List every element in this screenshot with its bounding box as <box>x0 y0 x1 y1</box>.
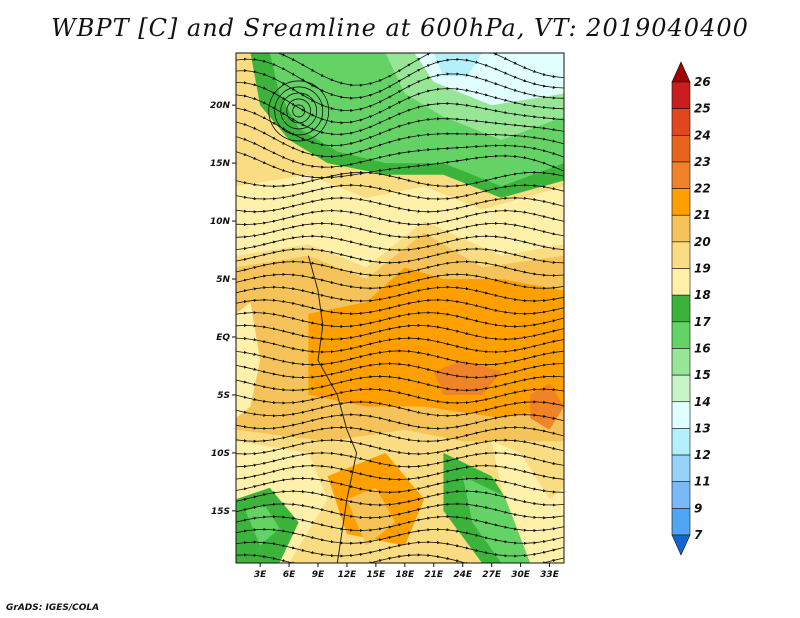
colorbar-label: 16 <box>694 341 711 355</box>
colorbar-label: 17 <box>694 315 711 329</box>
grads-credit: GrADS: IGES/COLA <box>6 603 100 613</box>
colorbar-swatch <box>671 454 691 483</box>
streamline <box>236 502 564 520</box>
y-tick-label: 15S <box>211 507 230 517</box>
colorbar-label: 20 <box>694 235 711 249</box>
x-tick-label: 6E <box>283 570 296 580</box>
colorbar-label: 22 <box>694 182 711 196</box>
colorbar-swatch <box>671 428 691 456</box>
x-tick-label: 30E <box>511 570 531 580</box>
streamline <box>236 196 564 214</box>
streamline <box>236 272 564 290</box>
chart-title: WBPT [C] and Sreamline at 600hPa, VT: 20… <box>51 14 749 42</box>
colorbar-label: 9 <box>694 501 702 515</box>
colorbar-cap-top <box>671 61 691 83</box>
y-tick-label: 15N <box>210 159 231 169</box>
colorbar-swatch <box>671 481 691 509</box>
colorbar-swatch <box>671 294 691 323</box>
y-tick-label: 10S <box>211 449 230 459</box>
colorbar-swatch <box>671 374 691 403</box>
colorbar-swatch <box>671 321 691 349</box>
y-tick-label: 5N <box>216 275 230 285</box>
x-tick-label: 15E <box>367 570 387 580</box>
y-tick-label: 20N <box>210 101 231 111</box>
colorbar-swatch <box>671 508 691 536</box>
streamline-vortex <box>292 104 306 118</box>
colorbar-label: 14 <box>694 395 711 409</box>
colorbar-label: 13 <box>694 421 711 435</box>
colorbar-swatch <box>671 401 691 429</box>
streamline <box>236 183 564 201</box>
streamlines <box>236 53 564 563</box>
streamline-vortex <box>280 92 318 130</box>
colorbar-swatch <box>671 268 691 296</box>
colorbar-label: 11 <box>694 475 711 489</box>
colorbar-label: 23 <box>694 155 711 169</box>
colorbar-label: 26 <box>694 75 711 89</box>
plot-frame <box>235 52 565 564</box>
x-tick-label: 33E <box>540 570 560 580</box>
y-tick-label: 10N <box>210 217 231 227</box>
x-tick-label: 21E <box>424 570 444 580</box>
x-tick-label: 9E <box>312 570 325 580</box>
colorbar-swatch <box>671 134 691 163</box>
streamline-vortex <box>274 86 324 136</box>
x-tick-label: 27E <box>482 570 502 580</box>
streamline-vortex <box>268 80 330 142</box>
colorbar-label: 12 <box>694 448 711 462</box>
colorbar: 26 25 24 23 22 21 20 19 18 17 16 15 14 13 12 11 9 7 <box>671 61 711 556</box>
y-tick-label: EQ <box>216 333 230 343</box>
x-tick-label: 24E <box>453 570 473 580</box>
colorbar-swatch <box>671 241 691 269</box>
coastline <box>307 255 358 563</box>
colorbar-label: 15 <box>694 368 711 382</box>
colorbar-label: 19 <box>694 262 711 276</box>
streamline-vortex <box>286 98 312 124</box>
x-tick-label: 12E <box>338 570 358 580</box>
colorbar-swatch <box>671 161 691 189</box>
colorbar-label: 18 <box>694 288 711 302</box>
colorbar-swatch <box>671 348 691 376</box>
colorbar-swatch <box>671 108 691 136</box>
colorbar-swatch <box>671 81 691 109</box>
colorbar-swatch <box>671 188 691 216</box>
streamline <box>236 412 564 431</box>
colorbar-label: 25 <box>694 102 711 116</box>
y-tick-label: 5S <box>217 391 230 401</box>
colorbar-label: 24 <box>694 128 711 142</box>
streamline <box>236 425 564 443</box>
colorbar-cap-bottom <box>671 534 691 556</box>
coastline-west <box>307 255 358 563</box>
colorbar-label: 21 <box>694 208 711 222</box>
x-tick-label: 18E <box>395 570 415 580</box>
colorbar-label: 7 <box>694 528 703 542</box>
x-tick-label: 3E <box>254 570 267 580</box>
colorbar-swatch <box>671 214 691 243</box>
